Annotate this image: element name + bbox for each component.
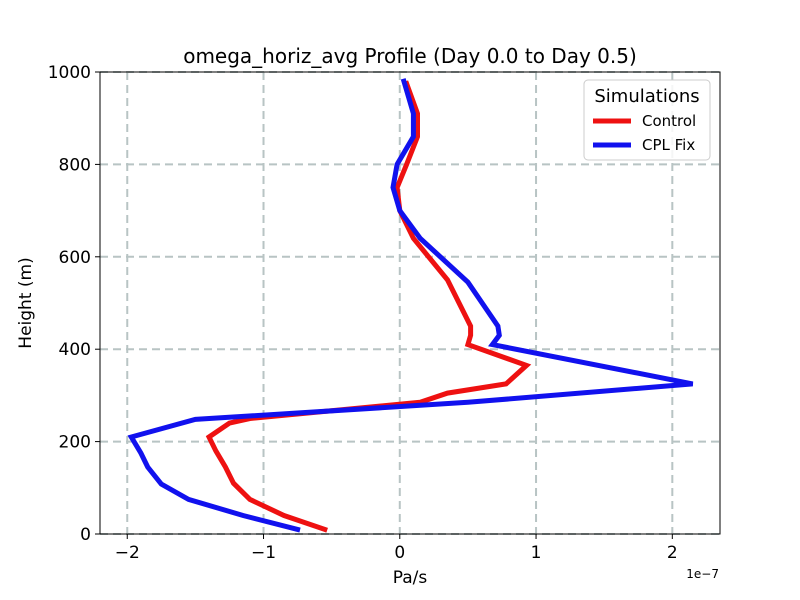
- x-axis-label: Pa/s: [393, 568, 428, 588]
- y-tick-label: 1000: [48, 63, 91, 83]
- y-tick-label: 0: [80, 525, 91, 545]
- legend-label-cpl-fix: CPL Fix: [642, 136, 695, 154]
- series-line-cpl-fix: [127, 78, 694, 533]
- legend-label-control: Control: [642, 112, 696, 130]
- series-lines: [127, 78, 694, 533]
- plot-frame: [99, 71, 721, 535]
- y-tick-label: 800: [59, 155, 91, 175]
- y-tick-label: 600: [59, 248, 91, 268]
- x-tick-label: 0: [394, 543, 405, 563]
- series-line-control: [205, 80, 532, 533]
- x-tick-label: 2: [667, 543, 678, 563]
- y-tick-label: 400: [59, 340, 91, 360]
- legend-title: Simulations: [594, 86, 699, 107]
- chart-title: omega_horiz_avg Profile (Day 0.0 to Day …: [183, 44, 637, 68]
- x-axis-offset-label: 1e−7: [686, 567, 719, 581]
- legend-box: [583, 79, 711, 161]
- x-tick-label: −1: [251, 543, 276, 563]
- y-tick-label: 200: [59, 433, 91, 453]
- x-tick-label: −2: [115, 543, 140, 563]
- axis-ticks: −2 −1 0 1 2 0 200 400 600 800 1000: [48, 63, 678, 563]
- y-axis-label: Height (m): [16, 257, 36, 348]
- x-tick-label: 1: [531, 543, 542, 563]
- legend: Simulations Control CPL Fix: [583, 79, 711, 161]
- grid: [100, 71, 720, 535]
